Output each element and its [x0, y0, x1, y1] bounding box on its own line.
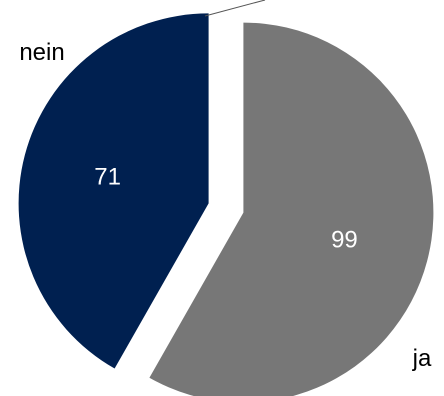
value-labels: 99 71 [94, 164, 358, 254]
pie-slice-nein [18, 13, 209, 369]
category-labels: ja nein [19, 39, 432, 372]
leader-lines [204, 0, 266, 17]
value-label-nein: 71 [94, 164, 121, 191]
category-label-nein: nein [19, 39, 64, 66]
pie-slices [18, 13, 434, 396]
pie-slice-ja [149, 22, 434, 396]
value-label-ja: 99 [331, 226, 358, 253]
category-label-ja: ja [412, 345, 432, 372]
leader-line [204, 0, 266, 17]
